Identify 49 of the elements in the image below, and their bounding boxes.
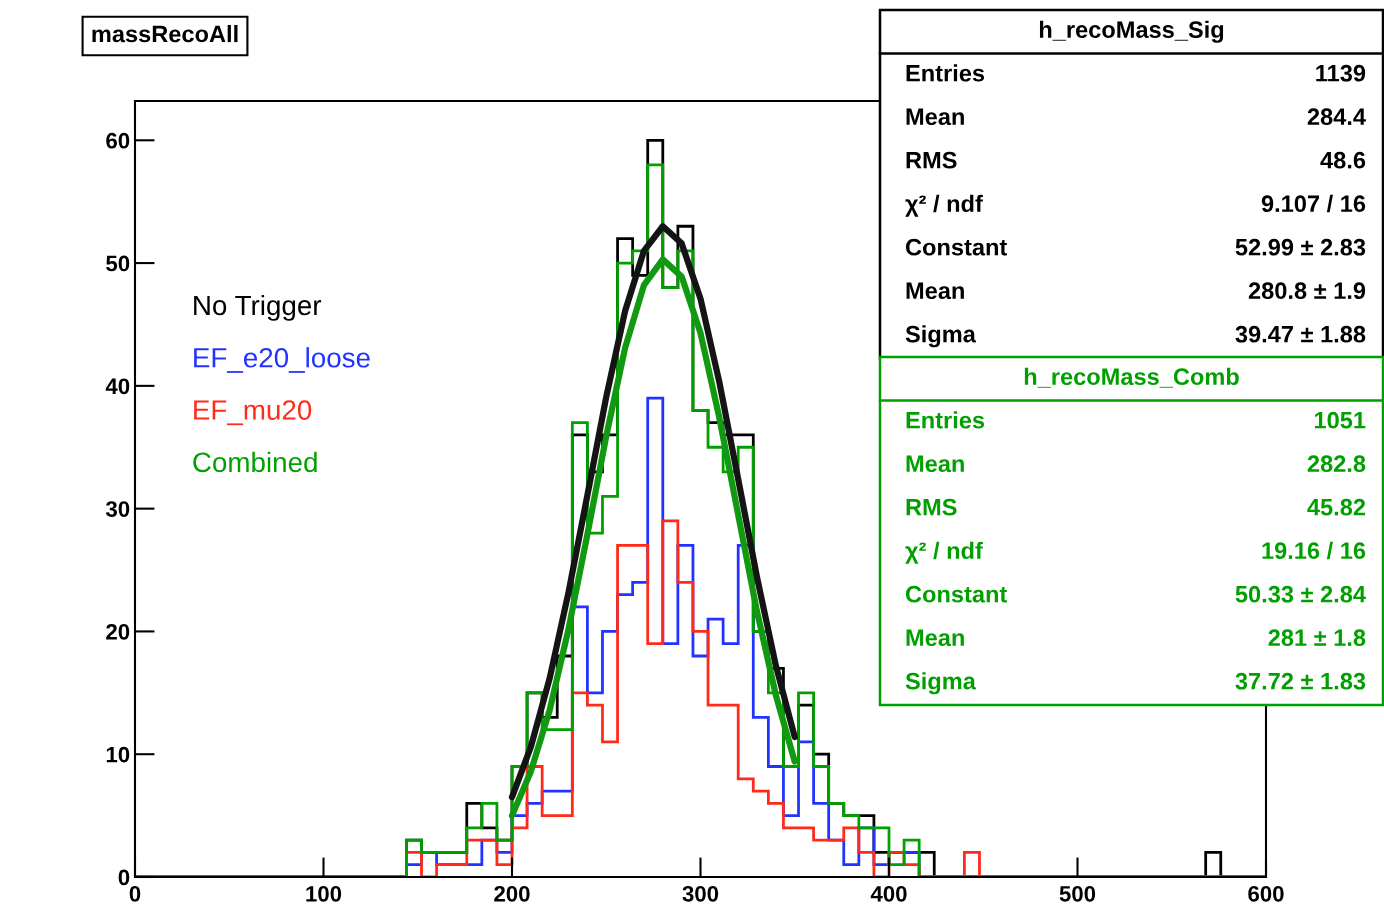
annotation: RMS: [906, 498, 957, 516]
annotation: Constant: [905, 238, 1008, 256]
annotation: χ² / ndf: [905, 194, 983, 217]
x-tick-label: 0: [129, 885, 141, 902]
text: No Trigger: [194, 294, 322, 321]
x-tick-label: 400: [870, 885, 907, 902]
annotation: 280.8 ± 1.9: [1248, 282, 1366, 300]
text: EF_mu20: [194, 400, 312, 426]
annotation: 52.99 ± 2.83: [1235, 238, 1366, 256]
annotation: RMS: [906, 151, 957, 169]
y-tick-label: 0: [118, 869, 130, 886]
text: 1139: [1316, 64, 1366, 82]
chart-title: massRecoAll: [92, 25, 238, 43]
annotation: Mean: [906, 455, 964, 473]
text: Entries: [906, 64, 985, 82]
x-tick-label: 200: [494, 885, 530, 902]
annotation: Mean: [906, 108, 964, 126]
x-tick-label: 500: [1059, 885, 1096, 902]
text: 48.6: [1320, 151, 1366, 169]
annotation: Sigma: [905, 325, 977, 348]
text: 282.8: [1307, 455, 1366, 473]
annotation: χ² / ndf: [905, 541, 983, 564]
text: 45.82: [1307, 498, 1366, 516]
text: EF_e20_loose: [194, 347, 370, 373]
annotation: 19.16 / 16: [1262, 541, 1366, 560]
annotation: 50.33 ± 2.84: [1235, 585, 1366, 603]
annotation: Constant: [905, 585, 1008, 603]
text: 281 ± 1.8: [1268, 629, 1366, 647]
annotation: 9.107 / 16: [1261, 194, 1366, 213]
annotation: Sigma: [905, 672, 977, 695]
y-tick-label: 30: [105, 501, 130, 517]
y-tick-label: 20: [106, 623, 130, 640]
x-tick-label: 100: [306, 885, 342, 902]
y-tick-label: 40: [105, 378, 130, 395]
y-tick-label: 10: [106, 746, 130, 763]
annotation: Entries: [906, 411, 985, 429]
text: Combined: [193, 451, 317, 473]
y-tick-label: 60: [106, 132, 130, 149]
y-tick-label: 50: [106, 255, 130, 272]
annotation: h_recoMass_Comb: [1024, 367, 1239, 388]
text: 284.4: [1307, 108, 1366, 126]
annotation: 39.47 ± 1.88: [1235, 325, 1366, 343]
text: h_recoMass_Sig: [1039, 20, 1224, 43]
annotation: Mean: [906, 629, 964, 647]
x-tick-label: 600: [1248, 885, 1284, 902]
annotation: 37.72 ± 1.83: [1235, 672, 1366, 690]
text: 1051: [1314, 411, 1366, 429]
annotation: Mean: [906, 282, 964, 300]
x-tick-label: 300: [682, 885, 719, 902]
